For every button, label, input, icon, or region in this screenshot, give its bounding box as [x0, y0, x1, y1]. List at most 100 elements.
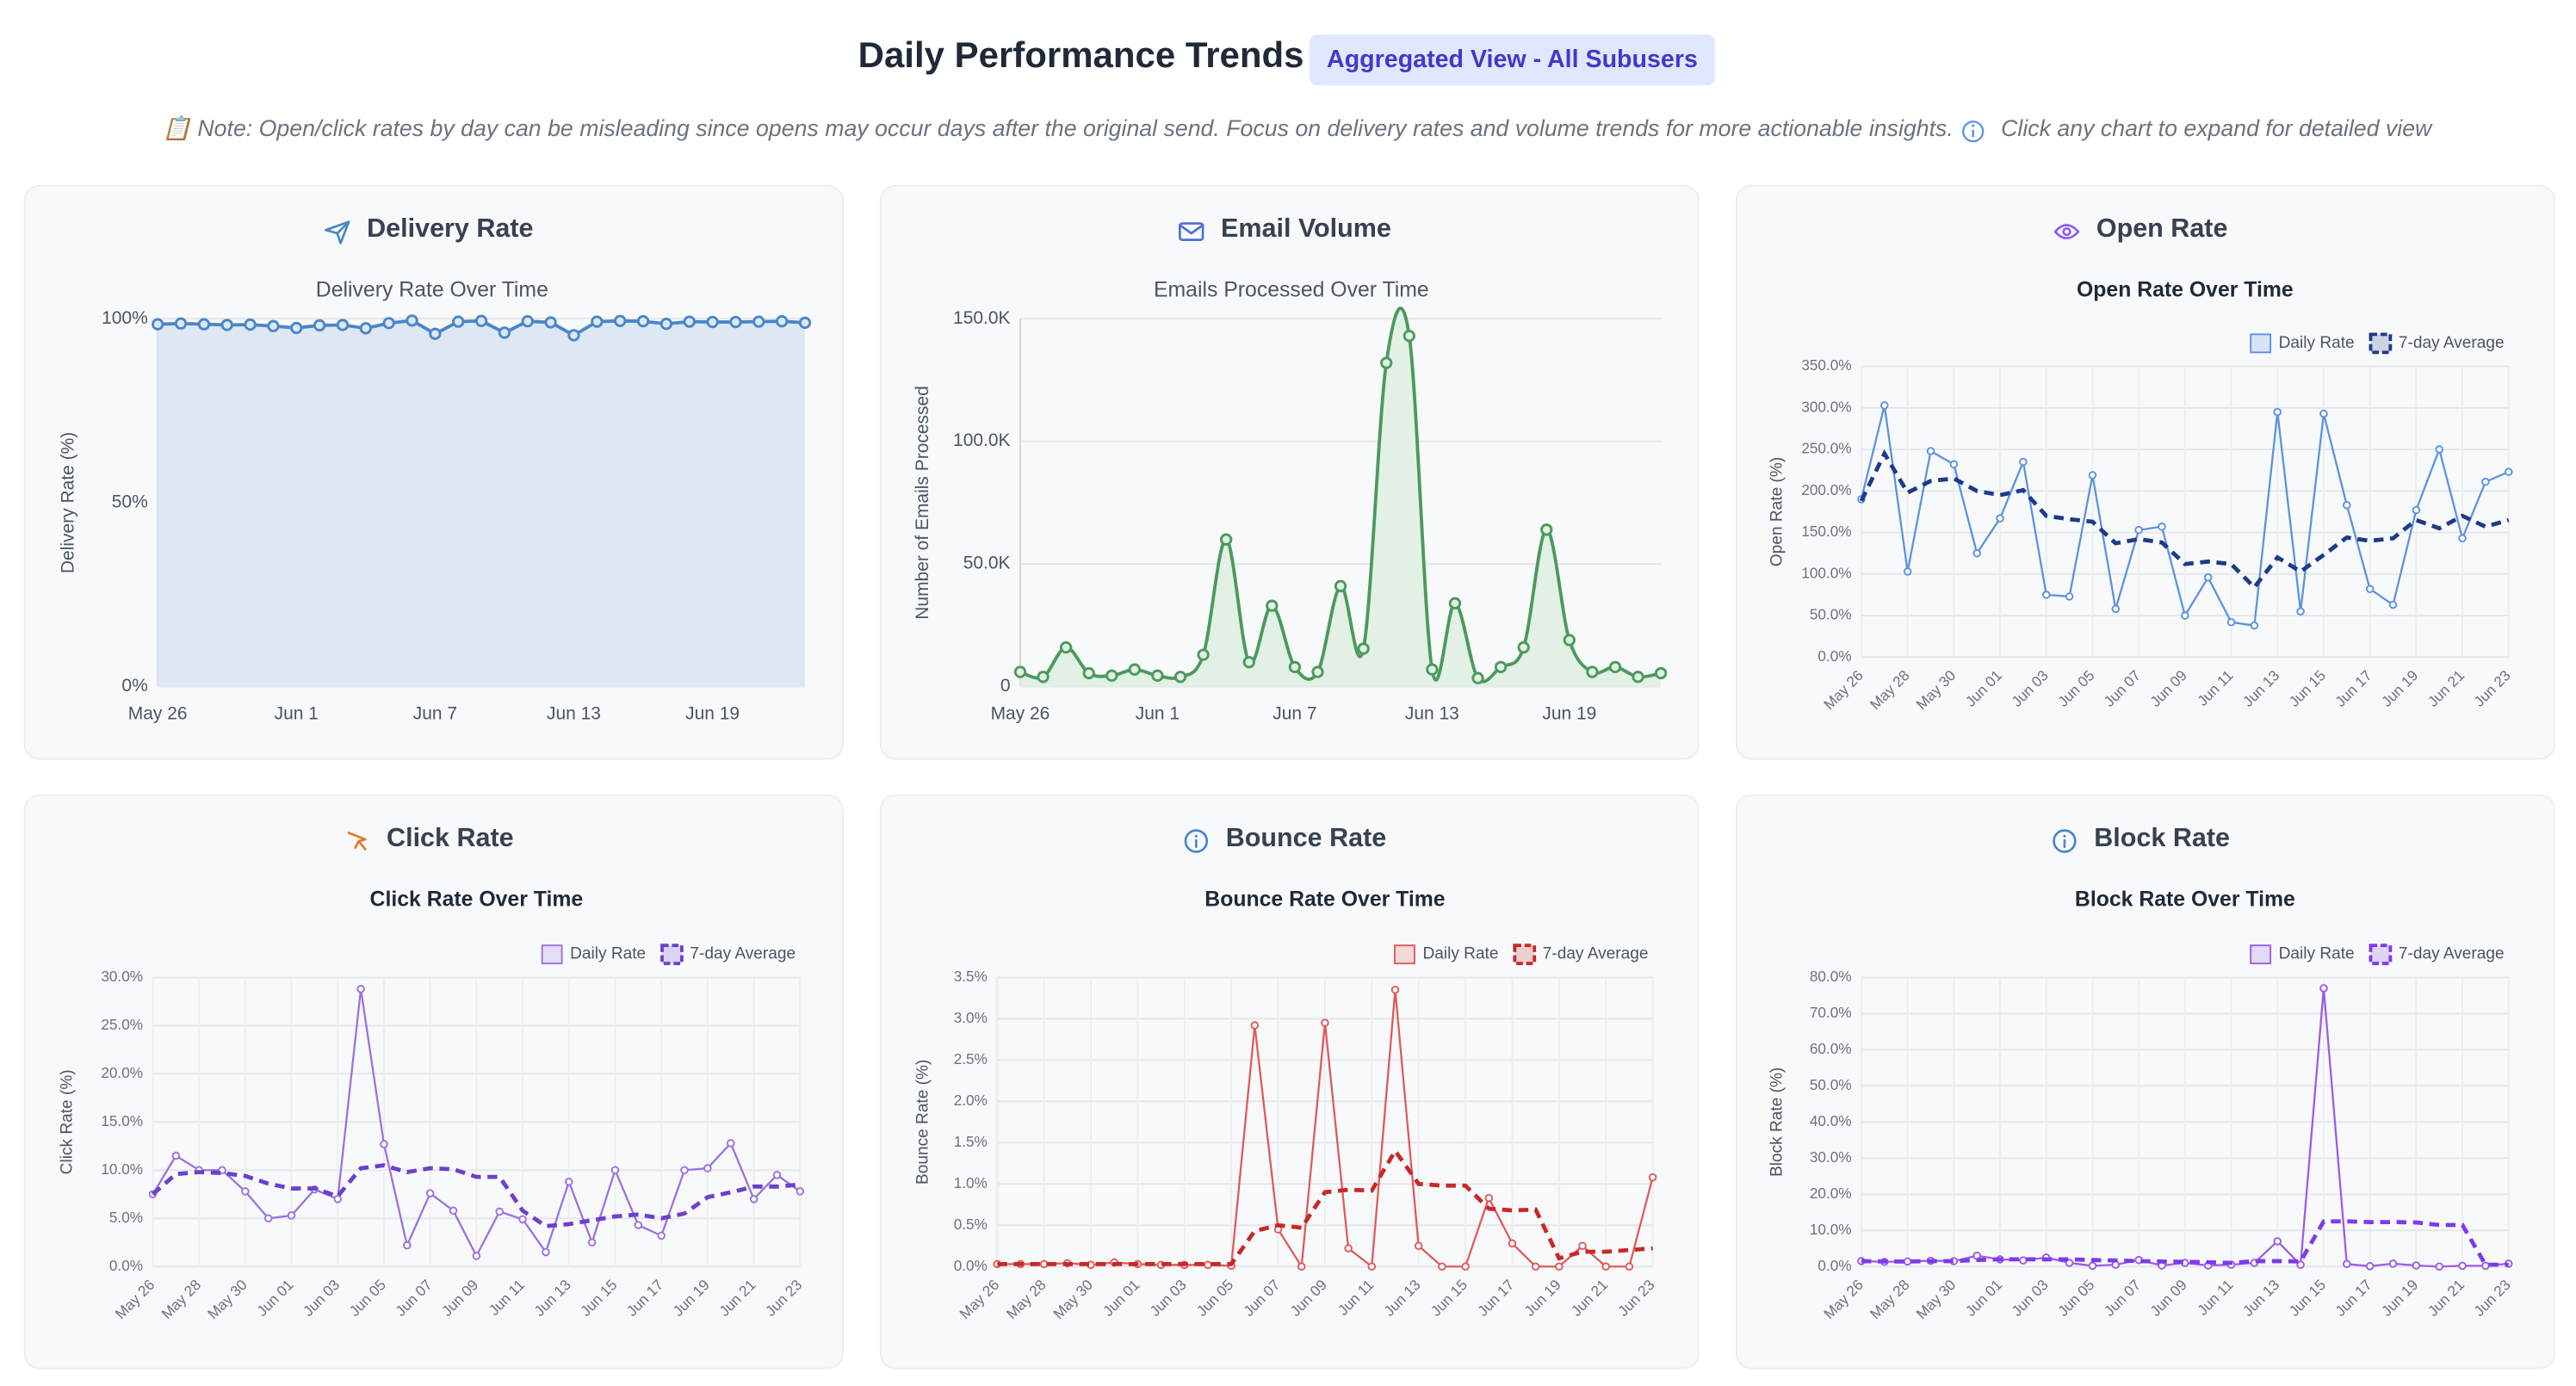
data-point — [1654, 666, 1668, 680]
data-point — [333, 1195, 343, 1203]
data-point — [2111, 604, 2121, 614]
y-tick-label: 20.0% — [101, 1064, 143, 1081]
data-point — [1949, 460, 1959, 469]
data-point — [403, 1241, 412, 1250]
data-point — [1972, 548, 1981, 558]
y-tick-label: 0.5% — [954, 1216, 988, 1233]
icon-shape — [325, 220, 350, 244]
y-tick-label: 0.0% — [1817, 647, 1851, 665]
page-title: Daily Performance Trends — [858, 34, 1304, 75]
data-point — [1288, 660, 1302, 674]
data-point — [174, 317, 188, 330]
data-point — [680, 1166, 689, 1175]
data-point — [359, 322, 372, 335]
chart-panel[interactable] — [1735, 794, 2556, 1370]
data-point — [2226, 618, 2236, 627]
data-point — [521, 315, 534, 328]
data-point — [1555, 1262, 1564, 1272]
icon-shape — [347, 832, 367, 851]
chart-panel[interactable] — [879, 794, 1700, 1370]
y-tick-label: 0.0% — [109, 1257, 143, 1274]
panel-title: Email Volume — [1221, 213, 1391, 243]
y-tick-label: 20.0% — [1810, 1185, 1852, 1202]
panel-icon — [347, 832, 367, 851]
legend-swatch — [1513, 944, 1537, 966]
chart-panel[interactable] — [879, 184, 1700, 760]
legend-swatch — [2369, 944, 2393, 966]
data-point — [2203, 572, 2213, 582]
data-point — [1105, 669, 1118, 682]
data-point — [2481, 1261, 2490, 1271]
y-tick-label: 70.0% — [1810, 1004, 1852, 1021]
data-point — [775, 315, 789, 328]
y-tick-label: 1.0% — [954, 1174, 988, 1191]
chart-title: Bounce Rate Over Time — [1204, 888, 1445, 911]
legend-label: 7-day Average — [2399, 334, 2505, 352]
data-point — [1426, 663, 1439, 676]
data-point — [2019, 1256, 2028, 1265]
data-point — [1266, 599, 1279, 612]
data-point — [2319, 409, 2328, 418]
note: 📋 Note: Open/click rates by day can be m… — [163, 114, 1954, 141]
data-point — [382, 317, 395, 330]
data-point — [1494, 660, 1508, 674]
data-point — [1540, 523, 1553, 536]
data-point — [2088, 471, 2097, 480]
data-point — [1508, 1239, 1517, 1248]
area — [158, 320, 806, 687]
data-point — [706, 315, 719, 329]
data-point — [1334, 579, 1347, 592]
data-point — [1414, 1241, 1423, 1251]
info-icon — [1962, 121, 1985, 143]
data-point — [1037, 671, 1050, 684]
y-axis-label: Block Rate (%) — [1768, 1067, 1786, 1177]
chart-title: Click Rate Over Time — [370, 888, 584, 911]
data-point — [2343, 1259, 2351, 1269]
panel-title: Open Rate — [2096, 213, 2228, 243]
data-point — [2181, 611, 2189, 620]
data-point — [2296, 1260, 2305, 1269]
data-point — [2250, 621, 2259, 630]
y-tick-label: 30.0% — [101, 968, 143, 985]
y-tick-label: 2.5% — [954, 1050, 988, 1067]
y-tick-label: 15.0% — [101, 1112, 143, 1129]
data-point — [1128, 663, 1142, 676]
legend-swatch — [660, 944, 684, 966]
legend-label: 7-day Average — [2399, 945, 2505, 963]
data-point — [544, 316, 557, 329]
average-line — [1861, 1219, 2509, 1267]
y-tick-label: 10.0% — [1810, 1221, 1852, 1238]
y-tick-label: 5.0% — [109, 1209, 143, 1226]
icon-shape — [1179, 224, 1204, 235]
x-tick-label: Jun 19 — [1542, 704, 1596, 724]
data-point — [474, 314, 488, 327]
data-point — [241, 1187, 250, 1196]
data-point — [1563, 634, 1576, 647]
data-point — [564, 1177, 573, 1186]
icon-shape — [2063, 834, 2066, 838]
panel-title: Bounce Rate — [1226, 823, 1387, 852]
average-line — [997, 1147, 1653, 1266]
data-point — [1996, 514, 2004, 523]
y-tick-label: 0.0% — [1817, 1257, 1851, 1274]
data-point — [657, 1231, 666, 1241]
panel-icon — [1179, 222, 1204, 241]
y-tick-label: 30.0% — [1810, 1148, 1852, 1166]
data-point — [2458, 534, 2467, 543]
data-point — [1601, 1262, 1610, 1272]
panel-title: Click Rate — [387, 823, 514, 852]
panel-icon — [2053, 829, 2077, 853]
badge-bg — [1309, 34, 1716, 86]
panel-title: Delivery Rate — [367, 213, 533, 243]
data-point — [1321, 1018, 1329, 1027]
average-line — [151, 1163, 801, 1228]
y-tick-label: 50.0% — [1810, 1076, 1852, 1093]
data-point — [1531, 1262, 1540, 1272]
panel-title: Block Rate — [2094, 823, 2230, 852]
data-point — [610, 1166, 620, 1175]
x-tick-label: Jun 7 — [1273, 704, 1316, 724]
data-point — [2412, 1261, 2421, 1270]
data-point — [614, 314, 627, 327]
